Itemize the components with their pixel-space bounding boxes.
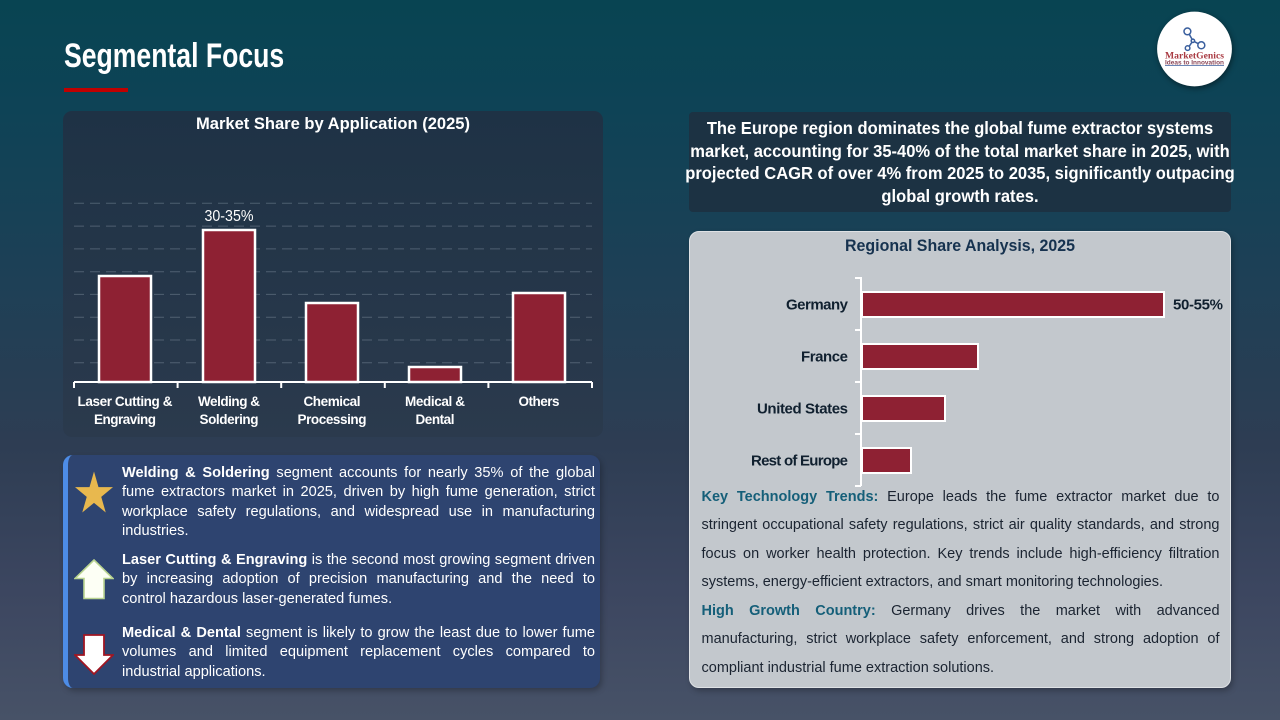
svg-text:Laser Cutting &: Laser Cutting &: [78, 394, 173, 409]
svg-text:France: France: [801, 349, 848, 366]
svg-text:Germany: Germany: [786, 297, 849, 314]
svg-text:Chemical: Chemical: [304, 394, 361, 409]
svg-text:Ideas to Innovation: Ideas to Innovation: [1165, 59, 1224, 66]
svg-text:Rest of Europe: Rest of Europe: [751, 453, 848, 470]
svg-text:Dental: Dental: [416, 412, 455, 427]
svg-text:Medical &: Medical &: [405, 394, 465, 409]
svg-text:Engraving: Engraving: [94, 412, 156, 427]
svg-text:MarketGenics: MarketGenics: [1165, 51, 1224, 61]
svg-text:Processing: Processing: [298, 412, 367, 427]
svg-text:Welding &: Welding &: [198, 394, 260, 409]
svg-text:Regional Share Analysis, 2025: Regional Share Analysis, 2025: [845, 236, 1075, 255]
svg-text:Soldering: Soldering: [200, 412, 259, 427]
svg-text:Market Share by Application (2: Market Share by Application (2025): [196, 114, 470, 133]
svg-text:United States: United States: [757, 401, 848, 418]
svg-text:50-55%: 50-55%: [1173, 297, 1223, 314]
svg-text:30-35%: 30-35%: [205, 208, 254, 225]
svg-text:Others: Others: [519, 394, 560, 409]
